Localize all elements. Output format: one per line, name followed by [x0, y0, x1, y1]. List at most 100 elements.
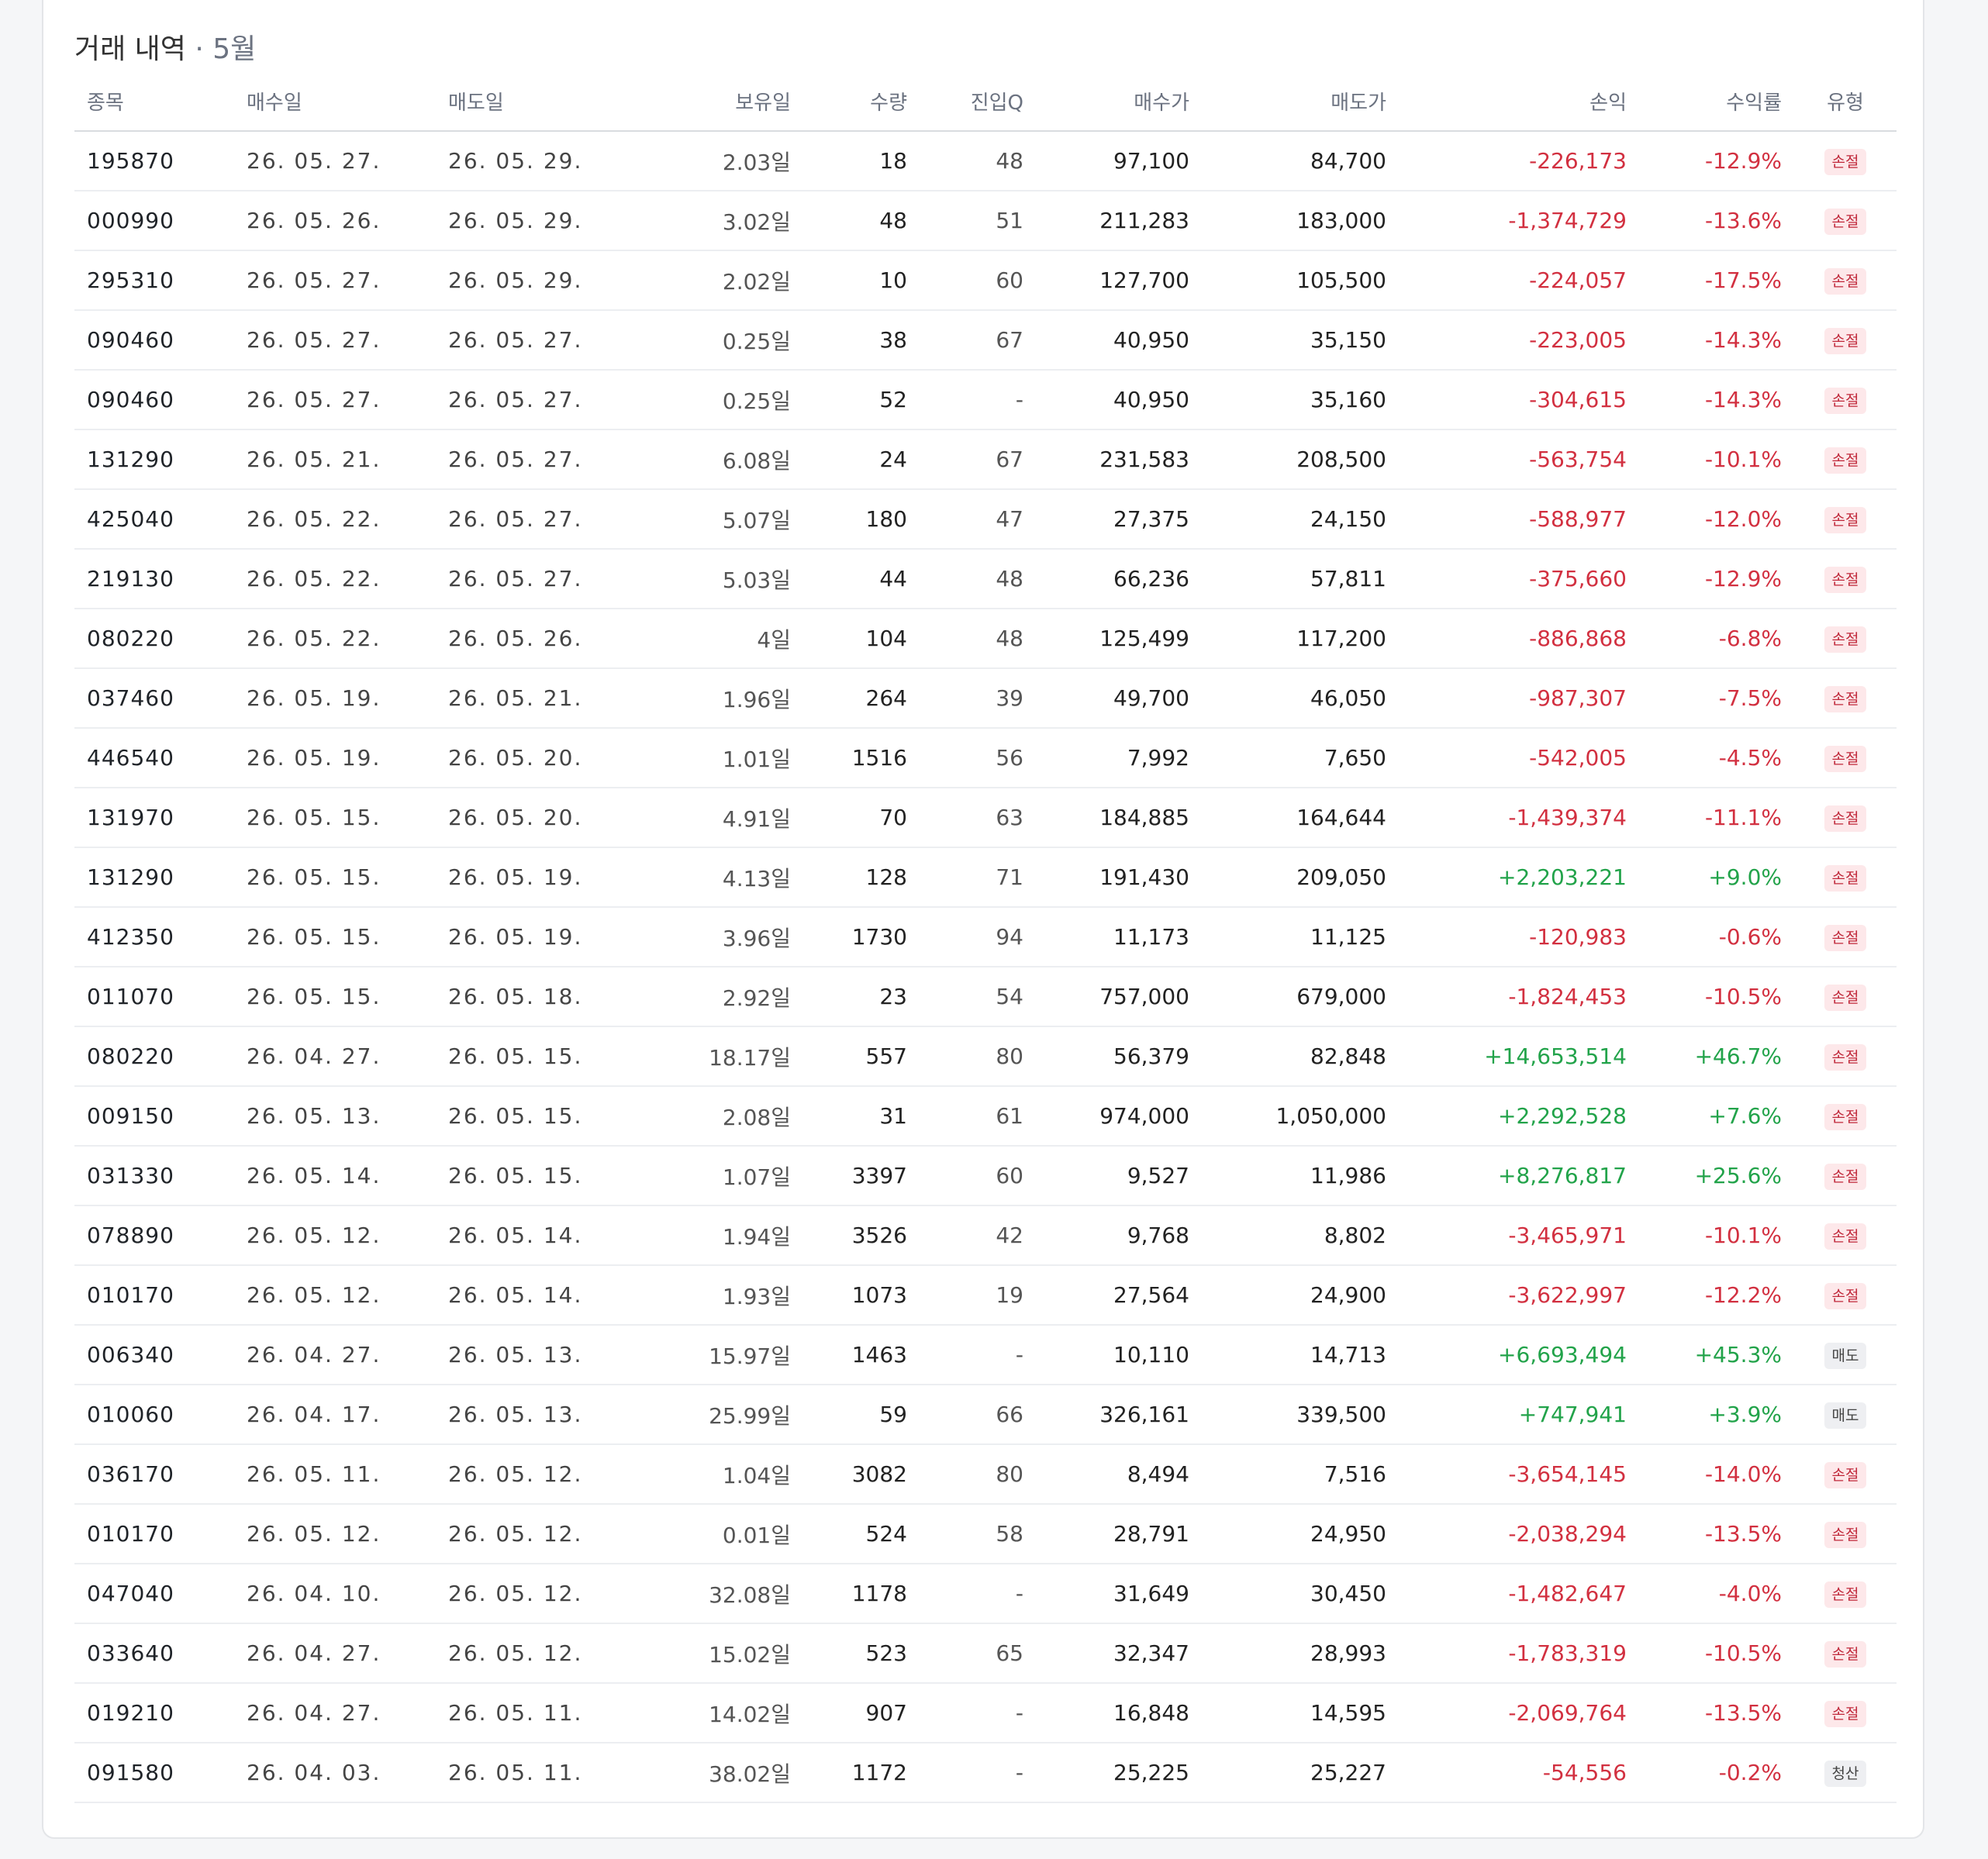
buy-date-cell: 26. 04. 27. — [234, 1325, 436, 1385]
qty-cell: 3082 — [803, 1444, 920, 1505]
entry-q-cell: 58 — [920, 1504, 1036, 1564]
sell-price-cell: 117,200 — [1202, 609, 1399, 669]
col-header-type[interactable]: 유형 — [1794, 71, 1897, 132]
col-header-qty[interactable]: 수량 — [803, 71, 920, 132]
col-header-return[interactable]: 수익률 — [1639, 71, 1794, 132]
qty-cell: 52 — [803, 370, 920, 430]
table-row[interactable]: 090460 26. 05. 27. 26. 05. 27. 0.25일 38 67 40,… — [74, 310, 1897, 371]
table-row[interactable]: 080220 26. 05. 22. 26. 05. 26. 4일 104 48 125,4… — [74, 609, 1897, 669]
table-row[interactable]: 131290 26. 05. 21. 26. 05. 27. 6.08일 24 67 231… — [74, 429, 1897, 490]
col-header-buy-price[interactable]: 매수가 — [1036, 71, 1202, 132]
table-row[interactable]: 080220 26. 04. 27. 26. 05. 15. 18.17일 557 80 5… — [74, 1026, 1897, 1087]
buy-price-cell: 66,236 — [1036, 549, 1202, 609]
table-row[interactable]: 019210 26. 04. 27. 26. 05. 11. 14.02일 907-16… — [74, 1683, 1897, 1743]
type-badge: 손절 — [1824, 1044, 1867, 1071]
table-row[interactable]: 010060 26. 04. 17. 26. 05. 13. 25.99일 59 66 32… — [74, 1385, 1897, 1445]
col-header-pnl[interactable]: 손익 — [1399, 71, 1639, 132]
type-badge: 손절 — [1824, 507, 1867, 533]
buy-date-cell: 26. 05. 14. — [234, 1146, 436, 1206]
stock-code-cell: 195870 — [74, 131, 234, 191]
sell-price-cell: 30,450 — [1202, 1564, 1399, 1624]
pnl-cell: -3,465,971 — [1399, 1205, 1639, 1266]
table-row[interactable]: 000990 26. 05. 26. 26. 05. 29. 3.02일 48 51 211… — [74, 191, 1897, 251]
col-header-sell-date[interactable]: 매도일 — [436, 71, 637, 132]
qty-cell: 44 — [803, 549, 920, 609]
table-row[interactable]: 219130 26. 05. 22. 26. 05. 27. 5.03일 44 48 66,… — [74, 549, 1897, 609]
table-row[interactable]: 037460 26. 05. 19. 26. 05. 21. 1.96일 264 39 49… — [74, 668, 1897, 729]
entry-q-cell: 47 — [920, 489, 1036, 550]
buy-date-cell: 26. 04. 17. — [234, 1385, 436, 1445]
qty-cell: 1463 — [803, 1325, 920, 1385]
col-header-sell-price[interactable]: 매도가 — [1202, 71, 1399, 132]
table-row[interactable]: 047040 26. 04. 10. 26. 05. 12. 32.08일 1178-3… — [74, 1564, 1897, 1624]
entry-q-cell: 63 — [920, 788, 1036, 848]
type-cell: 손절 — [1794, 1623, 1897, 1684]
pnl-cell: -1,374,729 — [1399, 191, 1639, 251]
hold-days-cell: 0.01일 — [637, 1504, 803, 1564]
stock-code-cell: 019210 — [74, 1683, 234, 1743]
table-row[interactable]: 010170 26. 05. 12. 26. 05. 12. 0.01일 524 58 28… — [74, 1504, 1897, 1564]
pnl-cell: +8,276,817 — [1399, 1146, 1639, 1206]
buy-date-cell: 26. 04. 27. — [234, 1623, 436, 1684]
buy-date-cell: 26. 05. 15. — [234, 847, 436, 908]
table-row[interactable]: 033640 26. 04. 27. 26. 05. 12. 15.02일 523 65 3… — [74, 1623, 1897, 1684]
table-row[interactable]: 006340 26. 04. 27. 26. 05. 13. 15.97일 1463-1… — [74, 1325, 1897, 1385]
col-header-hold-days[interactable]: 보유일 — [637, 71, 803, 132]
return-cell: -12.9% — [1639, 549, 1794, 609]
buy-date-cell: 26. 05. 27. — [234, 250, 436, 311]
table-row[interactable]: 036170 26. 05. 11. 26. 05. 12. 1.04일 3082 80 8… — [74, 1444, 1897, 1505]
buy-price-cell: 757,000 — [1036, 967, 1202, 1027]
table-row[interactable]: 131970 26. 05. 15. 26. 05. 20. 4.91일 70 63 184… — [74, 788, 1897, 848]
table-row[interactable]: 009150 26. 05. 13. 26. 05. 15. 2.08일 31 61 974… — [74, 1086, 1897, 1147]
buy-price-cell: 49,700 — [1036, 668, 1202, 729]
hold-days-cell: 0.25일 — [637, 370, 803, 430]
sell-date-cell: 26. 05. 15. — [436, 1086, 637, 1147]
hold-days-cell: 14.02일 — [637, 1683, 803, 1743]
col-header-stock[interactable]: 종목 — [74, 71, 234, 132]
return-cell: -13.5% — [1639, 1504, 1794, 1564]
hold-days-cell: 4.91일 — [637, 788, 803, 848]
hold-days-cell: 2.92일 — [637, 967, 803, 1027]
sell-date-cell: 26. 05. 12. — [436, 1504, 637, 1564]
hold-days-cell: 15.02일 — [637, 1623, 803, 1684]
hold-days-cell: 2.03일 — [637, 131, 803, 191]
col-header-entry-q[interactable]: 진입Q — [920, 71, 1036, 132]
sell-date-cell: 26. 05. 27. — [436, 310, 637, 371]
qty-cell: 523 — [803, 1623, 920, 1684]
table-row[interactable]: 412350 26. 05. 15. 26. 05. 19. 3.96일 1730 94 1… — [74, 907, 1897, 967]
stock-code-cell: 080220 — [74, 1026, 234, 1087]
return-cell: -0.2% — [1639, 1743, 1794, 1803]
table-row[interactable]: 011070 26. 05. 15. 26. 05. 18. 2.92일 23 54 757… — [74, 967, 1897, 1027]
stock-code-cell: 412350 — [74, 907, 234, 967]
type-cell: 청산 — [1794, 1743, 1897, 1803]
sell-date-cell: 26. 05. 29. — [436, 191, 637, 251]
col-header-buy-date[interactable]: 매수일 — [234, 71, 436, 132]
hold-days-cell: 18.17일 — [637, 1026, 803, 1087]
table-row[interactable]: 195870 26. 05. 27. 26. 05. 29. 2.03일 18 48 97,… — [74, 131, 1897, 191]
sell-price-cell: 28,993 — [1202, 1623, 1399, 1684]
type-badge: 손절 — [1824, 149, 1867, 175]
type-cell: 손절 — [1794, 1026, 1897, 1087]
stock-code-cell: 131290 — [74, 429, 234, 490]
entry-q-cell: 39 — [920, 668, 1036, 729]
table-row[interactable]: 295310 26. 05. 27. 26. 05. 29. 2.02일 10 60 127… — [74, 250, 1897, 311]
buy-price-cell: 7,992 — [1036, 728, 1202, 788]
table-row[interactable]: 446540 26. 05. 19. 26. 05. 20. 1.01일 1516 56 7… — [74, 728, 1897, 788]
pnl-cell: +2,292,528 — [1399, 1086, 1639, 1147]
table-row[interactable]: 078890 26. 05. 12. 26. 05. 14. 1.94일 3526 42 9… — [74, 1205, 1897, 1266]
type-badge: 손절 — [1824, 1641, 1867, 1668]
table-row[interactable]: 425040 26. 05. 22. 26. 05. 27. 5.07일 180 47 27… — [74, 489, 1897, 550]
table-row[interactable]: 031330 26. 05. 14. 26. 05. 15. 1.07일 3397 60 9… — [74, 1146, 1897, 1206]
table-row[interactable]: 131290 26. 05. 15. 26. 05. 19. 4.13일 128 71 19… — [74, 847, 1897, 908]
hold-days-cell: 3.02일 — [637, 191, 803, 251]
type-badge: 손절 — [1824, 1701, 1867, 1727]
type-cell: 손절 — [1794, 310, 1897, 371]
type-badge: 손절 — [1824, 925, 1867, 951]
entry-q-cell: 51 — [920, 191, 1036, 251]
hold-days-cell: 4일 — [637, 609, 803, 669]
sell-price-cell: 339,500 — [1202, 1385, 1399, 1445]
table-row[interactable]: 090460 26. 05. 27. 26. 05. 27. 0.25일 52-40,9… — [74, 370, 1897, 430]
entry-q-cell: - — [920, 1325, 1036, 1385]
table-row[interactable]: 091580 26. 04. 03. 26. 05. 11. 38.02일 1172-2… — [74, 1743, 1897, 1803]
table-row[interactable]: 010170 26. 05. 12. 26. 05. 14. 1.93일 1073 19 2… — [74, 1265, 1897, 1326]
